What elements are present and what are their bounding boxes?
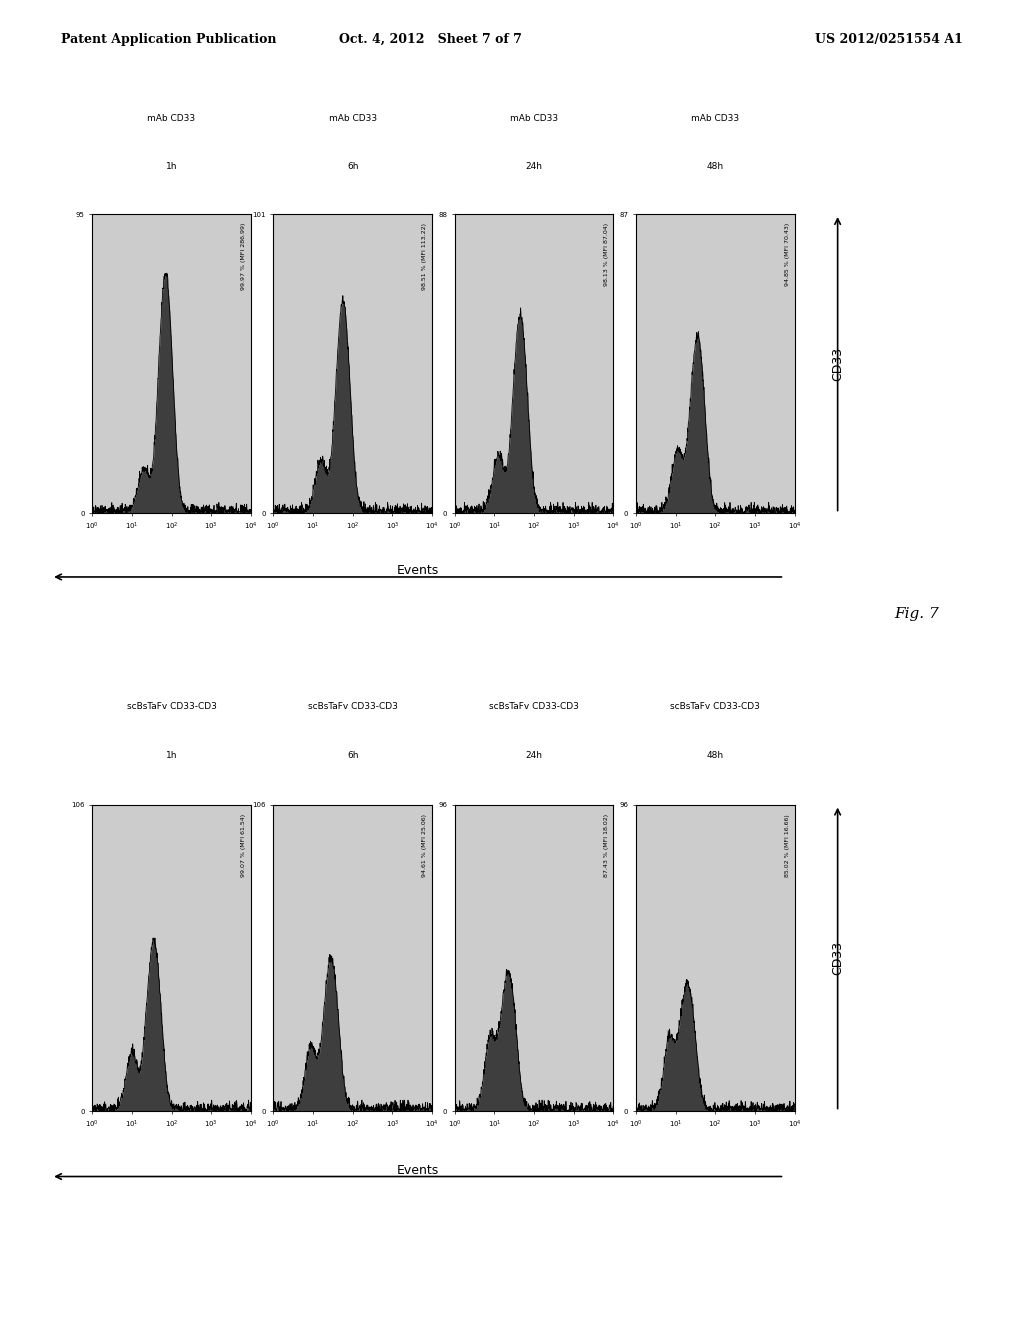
Text: 24h: 24h (525, 751, 543, 760)
Text: scBsTaFv CD33-CD3: scBsTaFv CD33-CD3 (489, 702, 579, 711)
Text: 94.85 % (MFI 70.43): 94.85 % (MFI 70.43) (784, 223, 790, 286)
Text: US 2012/0251554 A1: US 2012/0251554 A1 (815, 33, 963, 46)
Text: 1h: 1h (166, 751, 177, 760)
Text: 99.07 % (MFI 61.54): 99.07 % (MFI 61.54) (241, 814, 246, 876)
Text: 87.43 % (MFI 18.02): 87.43 % (MFI 18.02) (603, 814, 608, 876)
Text: scBsTaFv CD33-CD3: scBsTaFv CD33-CD3 (671, 702, 760, 711)
Text: 94.61 % (MFI 25.06): 94.61 % (MFI 25.06) (422, 814, 427, 876)
Text: Fig. 7: Fig. 7 (894, 607, 939, 620)
Text: 6h: 6h (347, 751, 358, 760)
Text: 98.13 % (MFI 87.04): 98.13 % (MFI 87.04) (603, 223, 608, 286)
Text: Oct. 4, 2012   Sheet 7 of 7: Oct. 4, 2012 Sheet 7 of 7 (339, 33, 521, 46)
Text: mAb CD33: mAb CD33 (510, 114, 558, 123)
Text: mAb CD33: mAb CD33 (329, 114, 377, 123)
Text: 48h: 48h (707, 751, 724, 760)
Text: Events: Events (396, 564, 439, 577)
Text: CD33: CD33 (831, 347, 844, 381)
Text: Events: Events (396, 1163, 439, 1176)
Text: mAb CD33: mAb CD33 (691, 114, 739, 123)
Text: 24h: 24h (525, 162, 543, 172)
Text: 1h: 1h (166, 162, 177, 172)
Text: mAb CD33: mAb CD33 (147, 114, 196, 123)
Text: Patent Application Publication: Patent Application Publication (61, 33, 276, 46)
Text: scBsTaFv CD33-CD3: scBsTaFv CD33-CD3 (127, 702, 216, 711)
Text: 48h: 48h (707, 162, 724, 172)
Text: scBsTaFv CD33-CD3: scBsTaFv CD33-CD3 (308, 702, 397, 711)
Text: CD33: CD33 (831, 941, 844, 975)
Text: 99.97 % (MFI 286.99): 99.97 % (MFI 286.99) (241, 223, 246, 290)
Text: 6h: 6h (347, 162, 358, 172)
Text: 85.02 % (MFI 16.66): 85.02 % (MFI 16.66) (784, 814, 790, 876)
Text: 98.51 % (MFI 113.22): 98.51 % (MFI 113.22) (422, 223, 427, 290)
